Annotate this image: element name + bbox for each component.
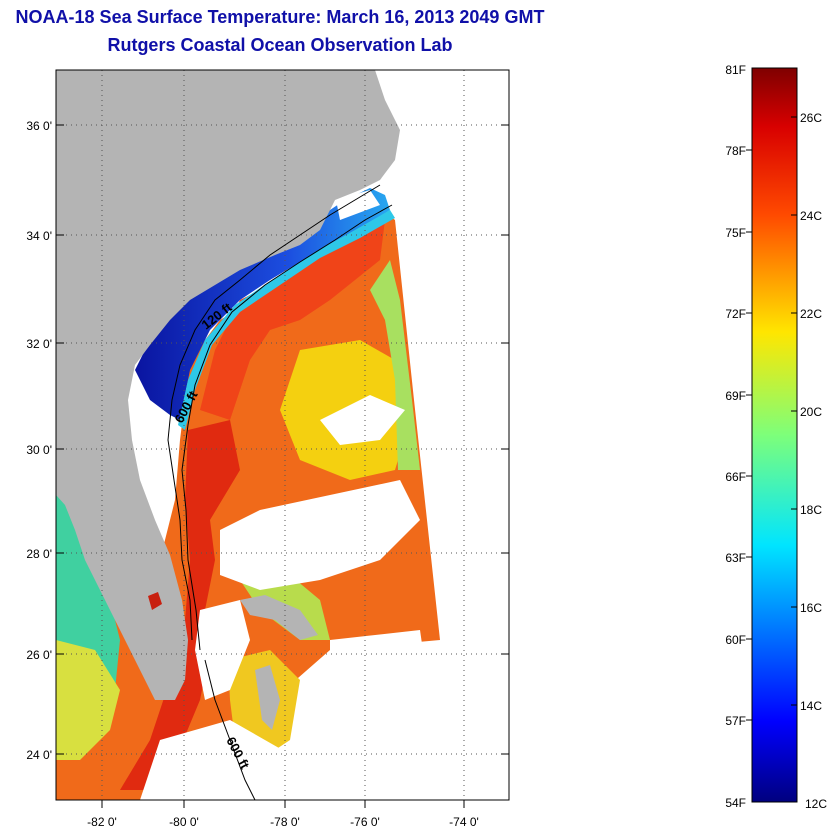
temperature-colorbar — [751, 67, 798, 803]
cb-c-label: 26C — [800, 111, 822, 125]
colorbar-ticks — [746, 116, 797, 721]
cloud-patch — [336, 190, 380, 220]
cloud-patch — [320, 395, 405, 445]
cb-c-label: 14C — [800, 699, 822, 713]
gulf-coast-yellow — [56, 640, 120, 760]
cloud-patch — [220, 480, 420, 590]
cb-f-label: 72F — [725, 307, 746, 321]
cb-f-label: 54F — [725, 796, 746, 810]
lat-label: 28 0' — [26, 547, 52, 561]
cb-f-label: 75F — [725, 226, 746, 240]
cb-f-label: 69F — [725, 389, 746, 403]
cb-f-label: 81F — [725, 63, 746, 77]
offshore-green — [370, 260, 420, 470]
lon-label: -74 0' — [449, 815, 479, 829]
contour-600ft-line-south — [204, 659, 256, 800]
contour-120ft-line — [167, 184, 381, 641]
cb-f-label: 63F — [725, 551, 746, 565]
lat-label: 24 0' — [26, 748, 52, 762]
cloud-patch — [140, 720, 460, 800]
lat-label: 34 0' — [26, 229, 52, 243]
us-east-coast-land — [56, 70, 400, 700]
cb-c-label: 12C — [805, 797, 827, 811]
colorbar-fahrenheit-labels: 81F 78F 75F 72F 69F 66F 63F 60F 57F 54F — [725, 63, 746, 810]
cb-f-label: 57F — [725, 714, 746, 728]
bahamas-island — [240, 595, 318, 640]
bahamas-island — [255, 665, 280, 730]
lat-label: 26 0' — [26, 648, 52, 662]
contour-600ft-line — [181, 204, 393, 651]
stream-warm-band — [200, 220, 385, 420]
lake-okeechobee — [148, 592, 162, 610]
lat-lon-grid — [56, 70, 509, 800]
lon-label: -76 0' — [350, 815, 380, 829]
axis-ticks — [56, 124, 509, 808]
colorbar-celsius-labels: 26C 24C 22C 20C 18C 16C 14C 12C — [800, 111, 827, 811]
map-title: NOAA-18 Sea Surface Temperature: March 1… — [15, 7, 545, 27]
map-frame — [55, 69, 510, 801]
cb-c-label: 24C — [800, 209, 822, 223]
cb-c-label: 20C — [800, 405, 822, 419]
cb-f-label: 78F — [725, 144, 746, 158]
lon-label: -78 0' — [270, 815, 300, 829]
cb-c-label: 22C — [800, 307, 822, 321]
cb-c-label: 16C — [800, 601, 822, 615]
cb-f-label: 66F — [725, 470, 746, 484]
lon-label: -80 0' — [169, 815, 199, 829]
lon-label: -82 0' — [87, 815, 117, 829]
latitude-labels: 36 0' 34 0' 32 0' 30 0' 28 0' 26 0' 24 0… — [26, 119, 52, 762]
map-canvas — [56, 70, 509, 800]
cb-f-label: 60F — [725, 633, 746, 647]
lat-label: 32 0' — [26, 337, 52, 351]
gulf-stream-core — [120, 420, 240, 790]
cb-c-label: 18C — [800, 503, 822, 517]
longitude-labels: -82 0' -80 0' -78 0' -76 0' -74 0' — [87, 815, 479, 829]
cloud-patch — [330, 630, 430, 730]
lat-label: 36 0' — [26, 119, 52, 133]
lat-label: 30 0' — [26, 443, 52, 457]
map-subtitle: Rutgers Coastal Ocean Observation Lab — [107, 35, 453, 55]
